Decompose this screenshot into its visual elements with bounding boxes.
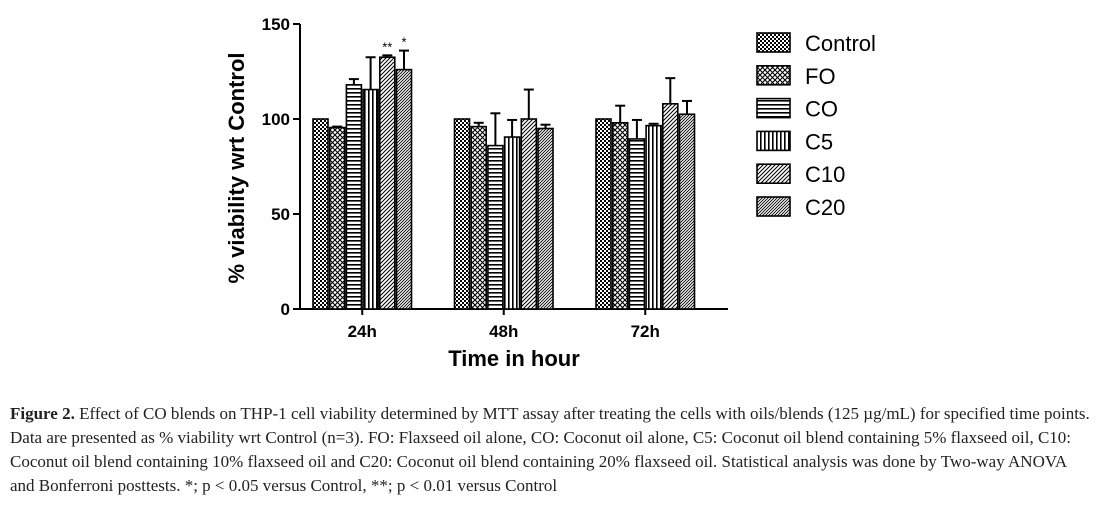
bar-co-24h (345, 84, 363, 310)
figure: 0 50 100 150 24h 48h 72h ** * Control FO CO C5 C10 C2… (224, 15, 876, 371)
legend-label-c10: C10 (805, 162, 845, 187)
x-tick-label: 24h (348, 322, 377, 341)
bar-c10-72h (661, 103, 679, 310)
bar-c5-72h (645, 124, 662, 310)
significance-label: ** (382, 39, 392, 54)
significance-label: * (401, 35, 406, 50)
bar-co-48h (487, 144, 504, 310)
bar-c10-24h (378, 56, 396, 310)
y-tick-label: 150 (262, 15, 290, 34)
bar-c20-72h (678, 113, 696, 310)
legend: Control FO CO C5 C10 C20 (756, 31, 876, 220)
legend-swatch-fo (756, 65, 791, 86)
y-tick-label: 50 (271, 205, 290, 224)
bar-fo-48h (470, 125, 488, 310)
x-tick-label: 72h (631, 322, 660, 341)
legend-swatch-c20 (756, 196, 791, 217)
bar-control-24h (312, 118, 329, 310)
bar-control-72h (595, 118, 612, 310)
bar-fo-24h (328, 126, 346, 310)
figure-caption: Figure 2. Effect of CO blends on THP-1 c… (10, 402, 1095, 498)
legend-label-c20: C20 (805, 195, 845, 220)
x-tick-label: 48h (489, 322, 518, 341)
bar-c5-24h (362, 88, 379, 310)
caption-text: Effect of CO blends on THP-1 cell viabil… (10, 404, 1090, 495)
legend-swatch-control (756, 32, 791, 53)
bar-c20-24h (395, 68, 413, 310)
bar-c5-48h (503, 136, 521, 310)
legend-swatch-co (756, 97, 791, 119)
legend-label-c5: C5 (805, 129, 833, 154)
bar-fo-72h (611, 122, 629, 310)
bar-c20-48h (537, 127, 554, 310)
legend-label-control: Control (805, 31, 876, 56)
y-axis-title: % viability wrt Control (224, 52, 249, 283)
caption-label: Figure 2. (10, 404, 75, 423)
y-tick-label: 100 (262, 110, 290, 129)
bar-control-48h (453, 118, 471, 310)
legend-label-fo: FO (805, 64, 836, 89)
y-tick-label: 0 (281, 300, 290, 319)
x-axis-title: Time in hour (448, 346, 580, 371)
bar-c10-48h (520, 118, 538, 310)
bar-co-72h (628, 138, 646, 310)
legend-label-co: CO (805, 97, 838, 122)
legend-swatch-c10 (756, 163, 791, 184)
legend-swatch-c5 (756, 130, 791, 152)
